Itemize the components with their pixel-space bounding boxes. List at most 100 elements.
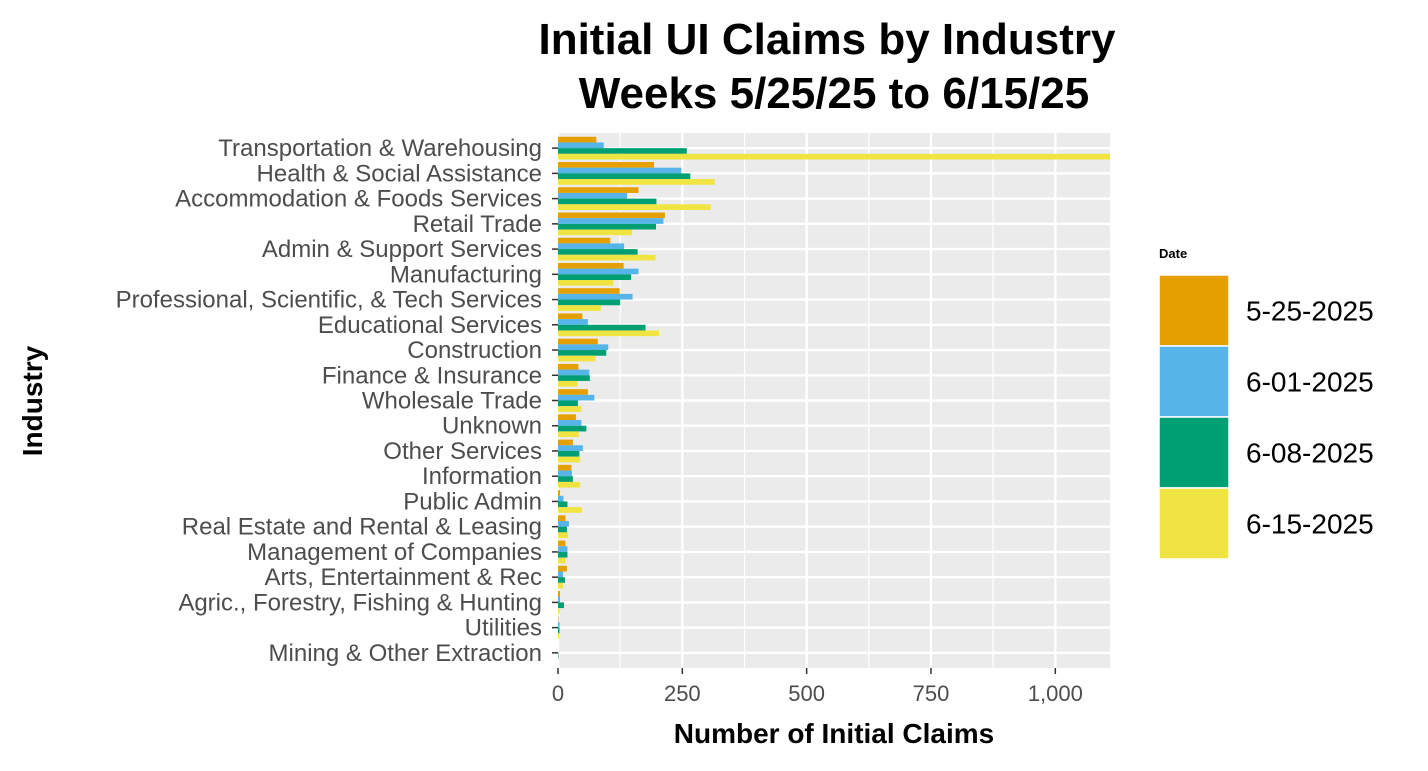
bar: [558, 602, 564, 609]
bar: [558, 425, 587, 432]
bar: [558, 187, 639, 193]
x-axis-title: Number of Initial Claims: [674, 718, 995, 749]
bar: [558, 350, 607, 356]
bar: [558, 431, 579, 438]
bar: [558, 153, 1110, 160]
bar: [558, 565, 567, 572]
legend-title: Date: [1159, 246, 1187, 261]
bar: [558, 142, 604, 149]
bar: [558, 464, 572, 471]
bar: [558, 481, 580, 488]
x-tick-label: 750: [913, 681, 950, 706]
y-tick-label: Public Admin: [403, 488, 542, 515]
y-tick-label: Educational Services: [318, 312, 542, 339]
bar: [558, 274, 632, 280]
legend-swatch: [1158, 416, 1230, 489]
y-tick-label: Arts, Entertainment & Rec: [265, 564, 542, 591]
bar: [558, 204, 711, 210]
legend-swatch: [1158, 345, 1230, 418]
legend-swatch: [1158, 274, 1230, 347]
x-tick-label: 0: [552, 681, 564, 706]
bar: [558, 212, 665, 219]
y-tick-label: Unknown: [442, 413, 542, 440]
y-tick-label: Admin & Support Services: [262, 236, 542, 263]
y-tick-label: Other Services: [383, 438, 542, 465]
bar: [558, 293, 633, 300]
bar: [558, 476, 573, 482]
bar: [558, 319, 588, 325]
y-axis-title: Industry: [17, 345, 48, 456]
x-tick-labels: 0 250 500 750 1,000: [552, 668, 1083, 706]
bar: [558, 363, 579, 370]
x-tick-label: 250: [664, 681, 701, 706]
bar: [558, 375, 590, 381]
y-tick-label: Transportation & Warehousing: [218, 135, 542, 162]
bar: [558, 515, 566, 521]
legend-label: 6-15-2025: [1246, 509, 1374, 540]
bar: [558, 218, 664, 224]
bar: [558, 179, 715, 185]
bar: [558, 616, 559, 622]
bar: [558, 338, 598, 345]
bar: [558, 495, 564, 502]
bar: [558, 249, 638, 255]
bar: [558, 394, 595, 401]
bar: [558, 652, 559, 659]
bar: [558, 470, 572, 477]
bar: [558, 633, 559, 639]
y-tick-label: Real Estate and Rental & Leasing: [182, 514, 542, 541]
y-tick-label: Wholesale Trade: [362, 388, 542, 415]
y-tick-label: Manufacturing: [390, 261, 542, 288]
bar: [558, 380, 578, 387]
bar: [558, 577, 565, 583]
bars: [558, 136, 1110, 659]
y-tick-label: Accommodation & Foods Services: [175, 186, 542, 213]
bar: [558, 456, 580, 463]
y-tick-label: Agric., Forestry, Fishing & Hunting: [178, 589, 542, 616]
y-tick-label: Professional, Scientific, & Tech Service…: [116, 287, 542, 314]
bar: [558, 546, 568, 552]
x-tick-label: 1,000: [1028, 681, 1083, 706]
bar: [558, 330, 659, 337]
x-tick-label: 500: [788, 681, 825, 706]
bar: [558, 344, 609, 351]
bar: [558, 254, 656, 261]
y-tick-label: Mining & Other Extraction: [269, 640, 542, 667]
bar: [558, 313, 583, 320]
bar: [558, 445, 583, 451]
bar: [558, 136, 597, 143]
bar: [558, 400, 578, 407]
bar: [558, 439, 573, 446]
y-tick-label: Information: [422, 463, 542, 490]
bar: [558, 596, 560, 603]
bar: [558, 507, 582, 513]
bar: [558, 450, 580, 457]
bar: [558, 192, 628, 199]
chart-subtitle: Weeks 5/25/25 to 6/15/25: [579, 69, 1089, 118]
bar: [558, 582, 563, 589]
y-tick-label: Management of Companies: [247, 539, 542, 566]
bar: [558, 540, 566, 547]
grid-lines: [556, 133, 1110, 668]
bar: [558, 237, 611, 244]
bar: [558, 557, 566, 564]
y-tick-label: Construction: [407, 337, 542, 364]
bar: [558, 167, 682, 174]
legend-label: 6-01-2025: [1246, 367, 1374, 398]
chart-title: Initial UI Claims by Industry: [538, 15, 1116, 64]
bar: [558, 627, 560, 634]
bar: [558, 501, 568, 508]
bar: [558, 288, 620, 294]
legend-label: 5-25-2025: [1246, 296, 1374, 327]
bar: [558, 571, 563, 578]
bar: [558, 521, 569, 527]
bar: [558, 621, 560, 628]
bar: [558, 305, 601, 311]
bar: [558, 229, 633, 236]
y-tick-label: Retail Trade: [413, 211, 542, 238]
y-tick-label: Health & Social Assistance: [257, 160, 542, 187]
bar: [558, 243, 625, 250]
bar: [558, 420, 582, 426]
